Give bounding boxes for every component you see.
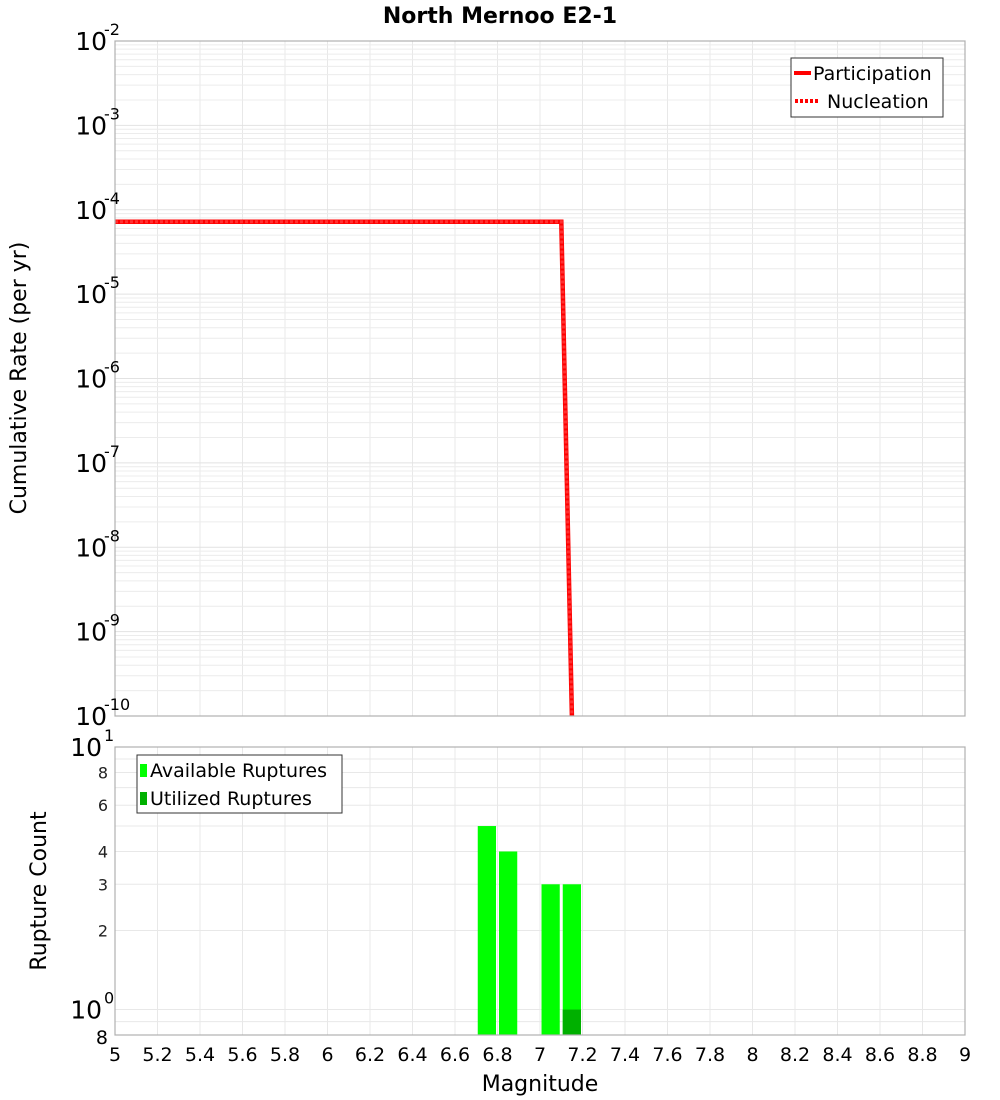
y-tick-label: 10-6 [75,358,120,394]
svg-text:10: 10 [75,111,107,140]
x-axis-label: Magnitude [482,1072,599,1097]
svg-text:-4: -4 [104,189,120,208]
svg-text:10: 10 [75,196,107,225]
y-tick-label: 100 [70,989,114,1025]
legend-available: Available Ruptures [150,760,327,782]
legend-participation: Participation [813,63,932,85]
svg-text:1: 1 [104,726,114,745]
y-tick-label: 2 [98,922,108,941]
svg-text:10: 10 [75,280,107,309]
svg-text:10: 10 [70,733,102,762]
x-tick-label: 5.2 [142,1044,172,1066]
legend-utilized: Utilized Ruptures [150,788,312,810]
bottom-legend: Available Ruptures Utilized Ruptures [137,755,342,813]
svg-text:-8: -8 [104,526,120,545]
y-tick-label: 8 [98,763,108,782]
x-tick-label: 7.4 [610,1044,640,1066]
available-ruptures-bar [542,884,560,1035]
x-axis-ticks: 5 5.2 5.4 5.6 5.8 6 6.2 6.4 6.6 6.8 7 7.2 7.4 7.6 7.8 8… [109,1044,971,1066]
top-y-axis-label: Cumulative Rate (per yr) [7,242,32,515]
x-tick-label: 7.8 [695,1044,725,1066]
y-tick-label: 6 [98,796,108,815]
y-tick-label: 10-4 [75,189,120,225]
x-tick-label: 7.6 [652,1044,682,1066]
svg-text:10: 10 [70,996,102,1025]
x-tick-label: 5.8 [270,1044,300,1066]
available-ruptures-bar [478,826,496,1035]
y-tick-label: 10-2 [75,20,120,56]
y-tick-label: 10-9 [75,611,120,647]
x-tick-label: 6.4 [397,1044,427,1066]
y-tick-label: 3 [98,875,108,894]
y-tick-label: 8 [96,1027,108,1049]
svg-text:10: 10 [75,618,107,647]
x-tick-label: 7 [534,1044,546,1066]
bottom-y-axis-ticks: 864321011008 [70,726,114,1049]
svg-text:-9: -9 [104,611,120,630]
x-tick-label: 8.2 [780,1044,810,1066]
x-tick-label: 6 [321,1044,333,1066]
cumulative-rate-plot: 10-210-310-410-510-610-710-810-910-10 Cu… [7,20,965,731]
top-legend: Participation Nucleation [791,58,943,117]
svg-text:10: 10 [75,533,107,562]
y-tick-label: 10-8 [75,526,120,562]
x-tick-label: 8.4 [822,1044,852,1066]
legend-nucleation: Nucleation [827,91,929,113]
svg-text:0: 0 [104,989,114,1008]
chart-title: North Mernoo E2-1 [383,4,617,29]
x-tick-label: 8.6 [865,1044,895,1066]
svg-text:10: 10 [75,449,107,478]
x-tick-label: 6.6 [440,1044,470,1066]
y-tick-label: 4 [98,842,108,861]
svg-text:10: 10 [75,365,107,394]
svg-text:-6: -6 [104,358,120,377]
available-ruptures-bar [499,851,517,1035]
utilized-ruptures-bar [563,1010,581,1035]
x-tick-label: 5 [109,1044,121,1066]
svg-text:-10: -10 [104,695,130,714]
x-tick-label: 9 [959,1044,971,1066]
available-legend-swatch [140,764,147,777]
bottom-y-axis-label: Rupture Count [27,811,52,971]
y-tick-label: 10-3 [75,104,120,140]
x-tick-label: 8 [746,1044,758,1066]
x-tick-label: 5.4 [185,1044,215,1066]
svg-text:10: 10 [75,702,107,731]
svg-text:-7: -7 [104,442,120,461]
svg-text:-3: -3 [104,104,120,123]
x-tick-label: 6.2 [355,1044,385,1066]
chart-figure: North Mernoo E2-1 10-210-310-410-510-610… [0,0,1000,1100]
rupture-count-plot: 864321011008 Rupture Count Available Rup… [27,726,971,1097]
x-tick-label: 7.2 [567,1044,597,1066]
svg-text:10: 10 [75,27,107,56]
y-tick-label: 10-5 [75,273,120,309]
x-tick-label: 5.6 [227,1044,257,1066]
y-tick-label: 101 [70,726,114,762]
x-tick-label: 8.8 [907,1044,937,1066]
svg-text:-5: -5 [104,273,120,292]
y-tick-label: 10-7 [75,442,120,478]
top-plot-grid [115,41,965,716]
x-tick-label: 6.8 [482,1044,512,1066]
y-tick-label: 10-10 [75,695,130,731]
utilized-legend-swatch [140,792,147,805]
svg-text:-2: -2 [104,20,120,39]
